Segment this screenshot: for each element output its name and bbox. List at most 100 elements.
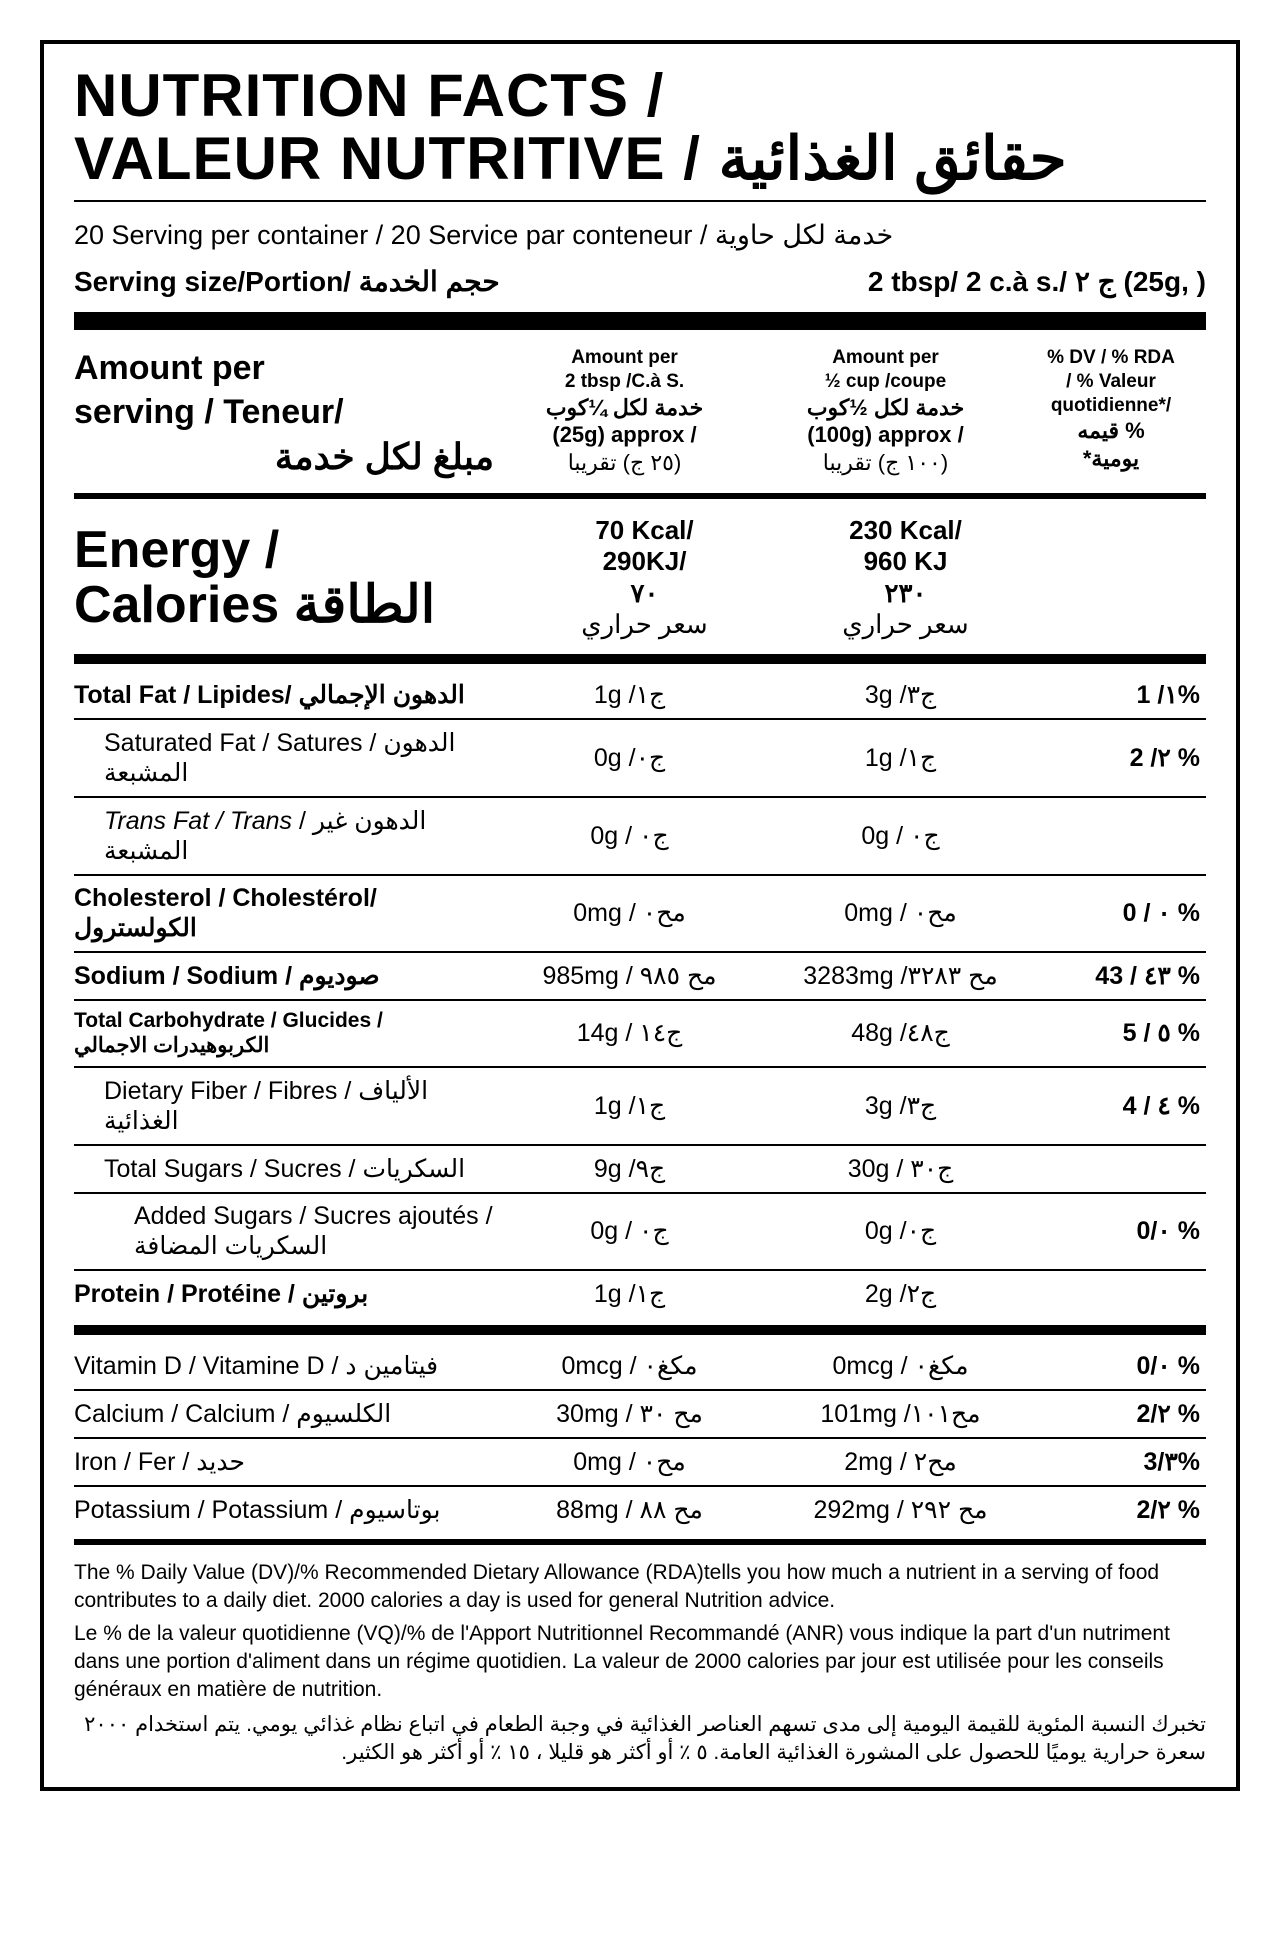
nutrient-dv: 0/٠ % [1036,1351,1206,1381]
nutrient-value-2tbsp: 0mg / مح٠ [494,1447,765,1477]
energy-row: Energy / Calories الطاقة 70 Kcal/ 290KJ/… [74,505,1206,646]
e1b: 290KJ/ [514,546,775,577]
footnote-en: The % Daily Value (DV)/% Recommended Die… [74,1559,1206,1616]
nutrient-value-halfcup: 2mg / مح٢ [765,1447,1036,1477]
nutrient-value-2tbsp: 88mg / مح ٨٨ [494,1495,765,1525]
title-block: NUTRITION FACTS / VALEUR NUTRITIVE / حقا… [74,64,1206,190]
nutrient-row: Added Sugars / Sucres ajoutés / السكريات… [74,1192,1206,1269]
nutrient-label: Potassium / Potassium / بوتاسيوم [74,1495,494,1525]
column-header-2tbsp: Amount per 2 tbsp /C.à S. خدمة لكل ¼كوب … [494,346,755,476]
nutrient-label: Dietary Fiber / Fibres / الألياف الغذائي… [74,1076,494,1136]
amount-header-row: Amount per serving / Teneur/ مبلغ لكل خد… [74,336,1206,487]
micronutrient-rows: Vitamin D / Vitamine D / فيتامين د0mcg /… [74,1343,1206,1533]
nutrient-value-2tbsp: 0g / ج٠ [494,821,765,851]
e2d: سعر حراري [775,609,1036,640]
c2ar: خدمة لكل ½كوب [759,394,1012,422]
nutrient-row: Cholesterol / Cholestérol/ الكولسترول0mg… [74,874,1206,951]
nutrient-row: Dietary Fiber / Fibres / الألياف الغذائي… [74,1066,1206,1144]
nutrient-row: Total Sugars / Sucres / السكريات9g /ج٩30… [74,1144,1206,1192]
e2b: 960 KJ [775,546,1036,577]
c2l3: (100g) approx / [759,421,1012,449]
nutrient-row: Calcium / Calcium / الكلسيوم30mg / مح ٣٠… [74,1389,1206,1437]
nutrient-label: Total Fat / Lipides/ الدهون الإجمالي [74,680,494,710]
nutrient-row: Trans Fat / Trans / الدهون غير المشبعة0g… [74,796,1206,874]
nutrient-row: Potassium / Potassium / بوتاسيوم88mg / م… [74,1485,1206,1533]
nutrient-label: Sodium / Sodium / صوديوم [74,961,494,991]
nutrient-value-halfcup: 2g /ج٢ [765,1279,1036,1309]
amount-header-l1: Amount per [74,346,494,390]
nutrient-row: Total Carbohydrate / Glucides / الكربوهي… [74,999,1206,1066]
e2c: ٢٣٠ [775,578,1036,609]
nutrient-dv: 0/٠ % [1036,1216,1206,1246]
nutrient-row: Sodium / Sodium / صوديوم985mg / مح ٩٨٥32… [74,951,1206,999]
nutrient-value-2tbsp: 0g / ج٠ [494,1216,765,1246]
nutrient-dv: 5 / ٥ % [1036,1018,1206,1048]
energy-l2: Calories الطاقة [74,578,514,633]
title-line2-en: VALEUR NUTRITIVE / [74,125,719,192]
energy-col2: 230 Kcal/ 960 KJ ٢٣٠ سعر حراري [775,515,1036,640]
e1a: 70 Kcal/ [514,515,775,546]
title-line2: VALEUR NUTRITIVE / حقائق الغذائية [74,127,1206,190]
energy-col1: 70 Kcal/ 290KJ/ ٧٠ سعر حراري [514,515,775,640]
nutrient-rows: Total Fat / Lipides/ الدهون الإجمالي1g /… [74,672,1206,1317]
c1l2: 2 tbsp /C.à S. [498,370,751,394]
c1l1: Amount per [498,346,751,370]
nutrient-value-2tbsp: 30mg / مح ٣٠ [494,1399,765,1429]
amount-header-ar: مبلغ لكل خدمة [74,434,494,481]
nutrient-label: Total Sugars / Sucres / السكريات [74,1154,494,1184]
nutrient-dv: 3/٣% [1036,1447,1206,1477]
nutrient-value-halfcup: 0g /ج٠ [765,1216,1036,1246]
amount-per-serving-label: Amount per serving / Teneur/ مبلغ لكل خد… [74,346,494,481]
nutrient-value-halfcup: 0mcg / مكغ٠ [765,1351,1036,1381]
nutrient-value-2tbsp: 1g /ج١ [494,680,765,710]
nutrient-value-halfcup: 3g /ج٣ [765,1091,1036,1121]
c3ar2: يومية* [1020,445,1202,473]
e1c: ٧٠ [514,578,775,609]
footnote-ar: تخبرك النسبة المئوية للقيمة اليومية إلى … [74,1705,1206,1768]
servings-per-container: 20 Serving per container / 20 Service pa… [74,214,1206,265]
nutrient-dv: 1 /١% [1036,680,1206,710]
e1d: سعر حراري [514,609,775,640]
c1ar2: (٢٥ ج) تقريبا [498,449,751,477]
nutrient-value-2tbsp: 0g /ج٠ [494,743,765,773]
nutrient-value-halfcup: 1g /ج١ [765,743,1036,773]
nutrient-row: Protein / Protéine / بروتين1g /ج١2g /ج٢ [74,1269,1206,1317]
nutrient-row: Iron / Fer / حديد0mg / مح٠2mg / مح٢3/٣% [74,1437,1206,1485]
nutrient-value-2tbsp: 9g /ج٩ [494,1154,765,1184]
c2ar2: (١٠٠ ج) تقريبا [759,449,1012,477]
nutrient-row: Total Fat / Lipides/ الدهون الإجمالي1g /… [74,672,1206,718]
nutrient-dv: 2/٢ % [1036,1399,1206,1429]
nutrient-row: Saturated Fat / Satures / الدهون المشبعة… [74,718,1206,796]
nutrient-dv: 43 / ٤٣ % [1036,961,1206,991]
energy-label: Energy / Calories الطاقة [74,523,514,632]
c1ar: خدمة لكل ¼كوب [498,394,751,422]
nutrient-value-2tbsp: 14g / ج١٤ [494,1018,765,1048]
nutrient-dv: 2/٢ % [1036,1495,1206,1525]
nutrient-label: Vitamin D / Vitamine D / فيتامين د [74,1351,494,1381]
nutrient-row: Vitamin D / Vitamine D / فيتامين د0mcg /… [74,1343,1206,1389]
amount-header-l2: serving / Teneur/ [74,390,494,434]
nutrient-label: Saturated Fat / Satures / الدهون المشبعة [74,728,494,788]
c3ar1: % قيمه [1020,417,1202,445]
footnote-block: The % Daily Value (DV)/% Recommended Die… [74,1551,1206,1767]
nutrient-value-halfcup: 101mg /مح١٠١ [765,1399,1036,1429]
nutrient-label: Cholesterol / Cholestérol/ الكولسترول [74,884,494,943]
nutrient-value-halfcup: 3283mg /مح ٣٢٨٣ [765,961,1036,991]
nutrient-value-halfcup: 3g /ج٣ [765,680,1036,710]
e2a: 230 Kcal/ [775,515,1036,546]
nutrient-value-2tbsp: 985mg / مح ٩٨٥ [494,961,765,991]
c3l1: % DV / % RDA [1020,346,1202,370]
nutrient-dv: 0 / ٠ % [1036,898,1206,928]
title-line2-ar: حقائق الغذائية [719,127,1067,190]
nutrient-value-2tbsp: 0mg / مح٠ [494,898,765,928]
serving-size-row: Serving size/Portion/ حجم الخدمة 2 tbsp/… [74,265,1206,306]
nutrient-label: Total Carbohydrate / Glucides / الكربوهي… [74,1009,494,1058]
c1l3: (25g) approx / [498,421,751,449]
nutrient-label: Calcium / Calcium / الكلسيوم [74,1399,494,1429]
nutrient-dv: 4 / ٤ % [1036,1091,1206,1121]
nutrient-label: Iron / Fer / حديد [74,1447,494,1477]
c2l2: ½ cup /coupe [759,370,1012,394]
nutrition-facts-panel: NUTRITION FACTS / VALEUR NUTRITIVE / حقا… [40,40,1240,1791]
nutrient-value-2tbsp: 0mcg / مكغ٠ [494,1351,765,1381]
title-line1: NUTRITION FACTS / [74,64,1206,127]
